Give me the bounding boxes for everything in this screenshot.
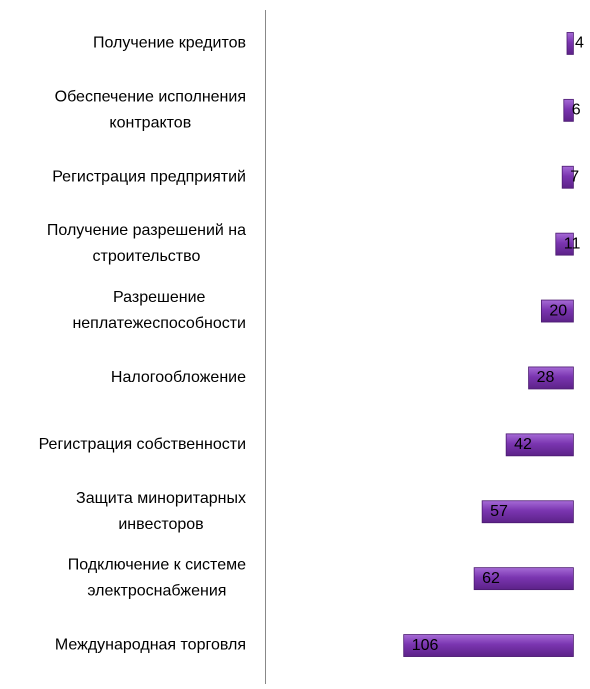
bar (505, 433, 574, 457)
category-label: Регистрация собственности (39, 436, 246, 453)
category-label: Получение кредитов (93, 35, 246, 52)
bar (566, 32, 574, 55)
category-label: Защита миноритарных инвесторов (76, 490, 246, 533)
category-label: Разрешение неплатежеспособности (72, 289, 246, 332)
bar (563, 98, 574, 122)
category-label: Обеспечение исполнения контрактов (55, 89, 246, 132)
category-label: Регистрация предприятий (52, 168, 246, 185)
bar (403, 634, 574, 657)
value-label: 106 (412, 637, 439, 654)
value-label: 11 (564, 235, 581, 252)
value-label: 42 (514, 436, 532, 453)
value-label: 28 (537, 369, 555, 386)
value-label: 57 (490, 503, 508, 520)
value-label: 20 (549, 302, 567, 319)
category-label: Налогообложение (111, 369, 246, 386)
bar (481, 500, 574, 524)
value-label: 62 (482, 570, 500, 587)
bar (561, 165, 574, 189)
bar (528, 366, 574, 390)
category-label: Международная торговля (55, 637, 246, 654)
bar (555, 232, 574, 256)
category-label: Подключение к системе электроснабжения (68, 557, 246, 600)
value-label: 7 (570, 168, 579, 185)
bar (473, 567, 574, 591)
value-label: 4 (575, 35, 584, 52)
category-label: Получение разрешений на строительство (47, 222, 246, 265)
bar (540, 299, 574, 323)
value-label: 6 (572, 102, 581, 119)
